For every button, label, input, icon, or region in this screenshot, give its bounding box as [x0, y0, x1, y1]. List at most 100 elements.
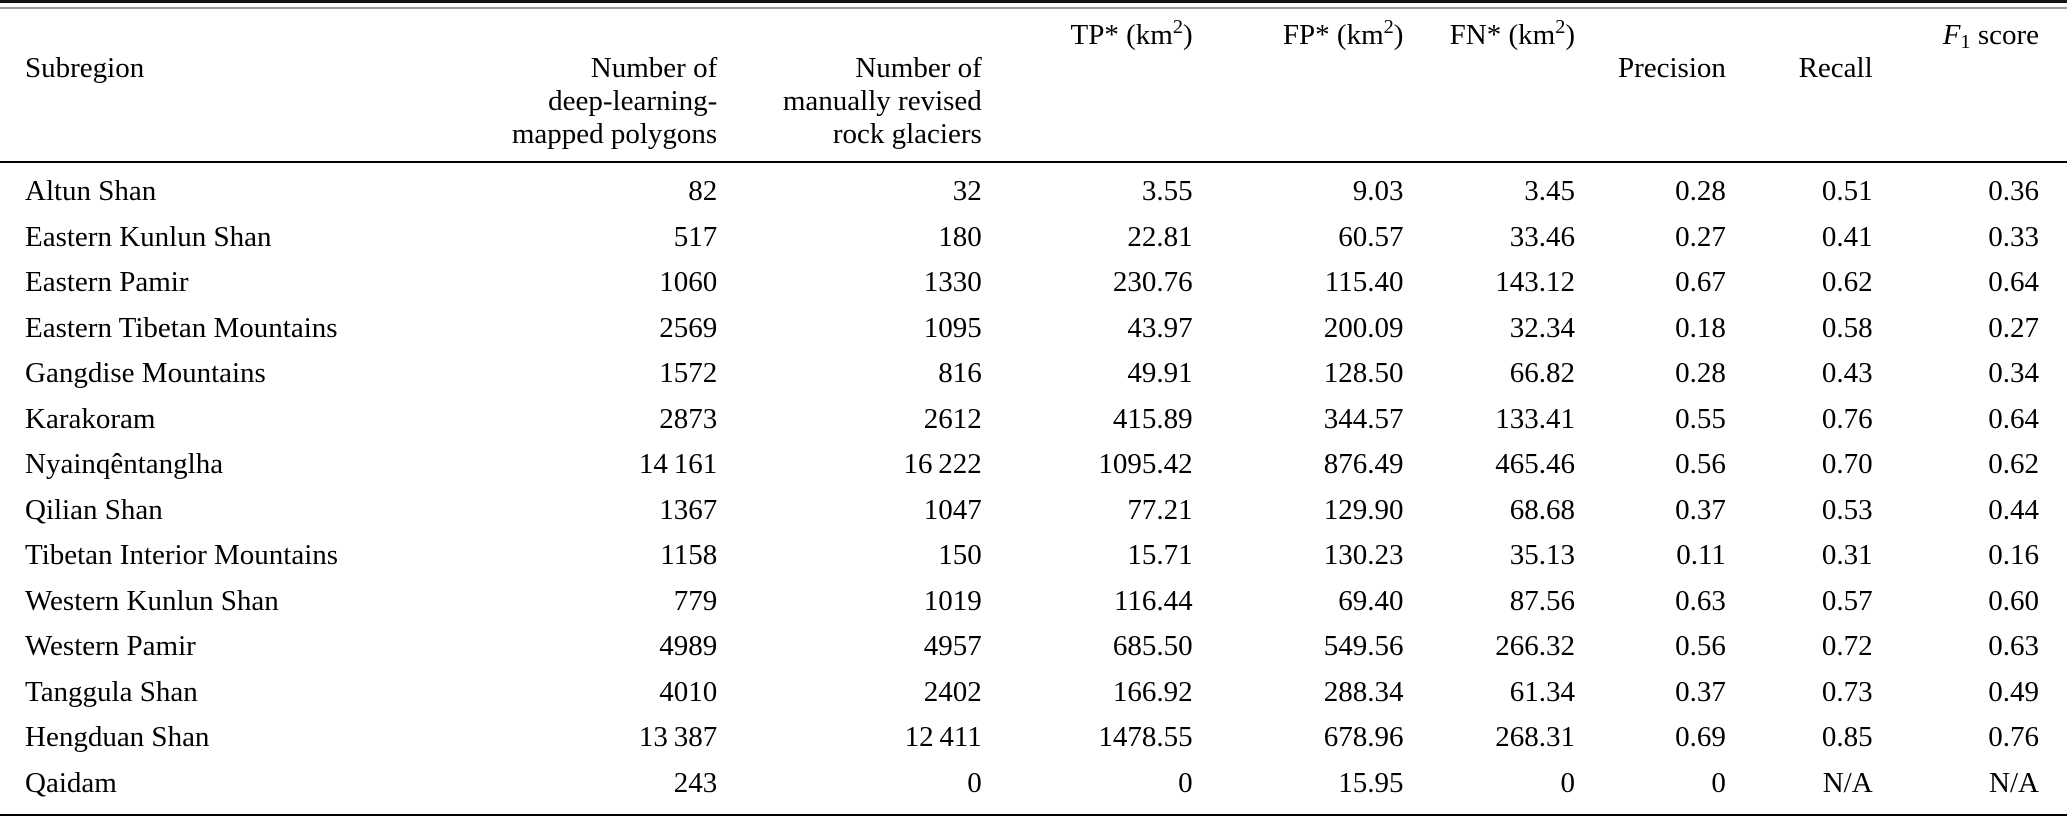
cell-fp-km2: 129.90 [1323, 493, 1404, 526]
cell-recall: 0.58 [1821, 311, 1873, 344]
cell-f1-score: 0.33 [1988, 220, 2039, 253]
table-row: Karakoram 2873 2612 415.89 344.57 133.41 0.55 0… [0, 397, 2067, 443]
f1-label-subscript: 1 [1960, 31, 1971, 54]
table-row: Altun Shan 82 32 3.55 9.03 3.45 0.28 0.51 0.36 [0, 162, 2067, 215]
cell-subregion: Gangdise Mountains [25, 357, 266, 389]
total-row: Entire study area 48 767 44 273 4403.43 … [0, 815, 2067, 840]
cell-fp-km2: 130.23 [1323, 539, 1404, 571]
cell-manual-rock-glaciers: 12 411 [904, 721, 982, 753]
cell-precision: 0.56 [1675, 448, 1726, 480]
cell-tp-km2: 1478.55 [1098, 721, 1193, 753]
fp-label-suffix: ) [1393, 19, 1404, 51]
cell-subregion: Entire study area [0, 815, 413, 840]
cell-manual-rock-glaciers: 2612 [923, 402, 982, 435]
cell-f1-score: N/A [1989, 766, 2039, 799]
cell-f1-score: 0.76 [1988, 721, 2039, 753]
cell-fp-km2: 876.49 [1323, 448, 1404, 480]
cell-dl-polygons: 243 [673, 766, 718, 799]
table-header: Subregion Number of deep-learning- mappe… [0, 9, 2067, 162]
cell-subregion: Hengduan Shan [25, 721, 210, 753]
col-header-f1-score: F1 score [1873, 9, 2067, 162]
cell-tp-km2: 0 [1178, 766, 1193, 799]
cell-precision: 0.63 [1675, 584, 1726, 617]
cell-dl-polygons: 1572 [659, 357, 718, 389]
cell-dl-polygons: 2873 [659, 402, 718, 435]
col-header-fn-km2: FN* (km2) [1403, 9, 1575, 162]
cell-precision: 0.37 [1675, 675, 1726, 708]
fn-label-superscript: 2 [1555, 15, 1566, 38]
cell-fn-km2: 266.32 [1495, 630, 1575, 662]
cell-recall: 0.41 [1821, 220, 1873, 253]
cell-recall: 0.76 [1821, 402, 1873, 435]
cell-manual-rock-glaciers: 4957 [923, 630, 982, 662]
cell-subregion: Western Kunlun Shan [25, 584, 279, 617]
table-header-row: Subregion Number of deep-learning- mappe… [0, 9, 2067, 162]
cell-manual-rock-glaciers: 180 [938, 220, 982, 253]
col-header-recall: Recall [1726, 9, 1873, 162]
cell-fn-km2: 61.34 [1509, 675, 1575, 708]
cell-tp-km2: 230.76 [1112, 266, 1193, 298]
cell-fn-km2: 68.68 [1509, 493, 1575, 526]
fp-label-prefix: FP* (km [1282, 19, 1384, 51]
cell-f1-score: 0.16 [1988, 539, 2039, 571]
col-header-fp-km2: FP* (km2) [1193, 9, 1404, 162]
cell-dl-polygons: 4010 [659, 675, 718, 708]
cell-tp-km2: 116.44 [1113, 584, 1193, 617]
cell-precision: 0.18 [1675, 311, 1726, 344]
cell-precision: 0 [1711, 766, 1726, 799]
cell-f1-score: 0.49 [1988, 675, 2039, 708]
cell-fn-km2: 35.13 [1509, 539, 1575, 571]
cell-tp-km2: 685.50 [1112, 630, 1193, 662]
cell-fn-km2: 465.46 [1495, 448, 1575, 480]
cell-fn-km2: 143.12 [1495, 266, 1575, 298]
cell-dl-polygons: 82 [688, 175, 718, 207]
table-top-rule [0, 0, 2067, 9]
col-header-subregion: Subregion [0, 9, 413, 162]
cell-precision: 0.11 [1676, 539, 1726, 571]
cell-f1-score: 0.64 [1988, 402, 2039, 435]
cell-f1-score: 0.63 [1873, 815, 2067, 840]
cell-precision: 0.67 [1675, 266, 1726, 298]
cell-dl-polygons: 2569 [659, 311, 718, 344]
fn-label-prefix: FN* (km [1449, 19, 1556, 51]
col-header-tp-km2: TP* (km2) [982, 9, 1193, 162]
cell-fp-km2: 128.50 [1323, 357, 1404, 389]
cell-subregion: Qaidam [25, 766, 117, 799]
cell-manual-rock-glaciers: 150 [938, 539, 982, 571]
cell-manual-rock-glaciers: 44 273 [717, 815, 981, 840]
cell-fn-km2: 66.82 [1509, 357, 1575, 389]
col-header-subregion-label: Subregion [25, 52, 145, 84]
cell-recall: 0.73 [1726, 815, 1873, 840]
cell-f1-score: 0.62 [1988, 448, 2039, 480]
cell-recall: 0.85 [1821, 721, 1873, 753]
cell-tp-km2: 43.97 [1127, 311, 1193, 344]
cell-tp-km2: 15.71 [1127, 539, 1193, 571]
cell-fn-km2: 1664.61 [1403, 815, 1575, 840]
col-header-precision: Precision [1575, 9, 1726, 162]
col-header-precision-label: Precision [1617, 52, 1726, 84]
cell-subregion: Qilian Shan [25, 493, 163, 526]
table-row: Qaidam 243 0 0 15.95 0 0 N/A N/A [0, 761, 2067, 816]
table-row: Eastern Kunlun Shan 517 180 22.81 60.57 33.46… [0, 215, 2067, 261]
table-row: Tibetan Interior Mountains 1158 150 15.71 13… [0, 533, 2067, 579]
cell-precision: 0.37 [1675, 493, 1726, 526]
f1-label-letter: F [1942, 19, 1961, 51]
table-row: Tanggula Shan 4010 2402 166.92 288.34 61.34 0.… [0, 670, 2067, 716]
col-header-manual-rock-glaciers-label: Number of manually revised rock glaciers [782, 52, 982, 150]
cell-fp-km2: 69.40 [1338, 584, 1404, 617]
cell-fn-km2: 133.41 [1495, 402, 1575, 435]
fn-label-suffix: ) [1565, 19, 1575, 51]
table-row: Gangdise Mountains 1572 816 49.91 128.50 66.8… [0, 351, 2067, 397]
cell-manual-rock-glaciers: 1095 [923, 311, 982, 344]
cell-tp-km2: 4403.43 [982, 815, 1192, 840]
cell-dl-polygons: 1367 [659, 493, 718, 526]
cell-tp-km2: 166.92 [1112, 675, 1193, 708]
cell-fp-km2: 9.03 [1352, 175, 1404, 207]
cell-subregion: Karakoram [25, 402, 156, 435]
cell-dl-polygons: 14 161 [638, 448, 718, 480]
cell-recall: 0.73 [1821, 675, 1873, 708]
tp-label-prefix: TP* (km [1070, 19, 1173, 51]
cell-fp-km2: 549.56 [1323, 630, 1404, 662]
cell-tp-km2: 415.89 [1112, 402, 1193, 435]
